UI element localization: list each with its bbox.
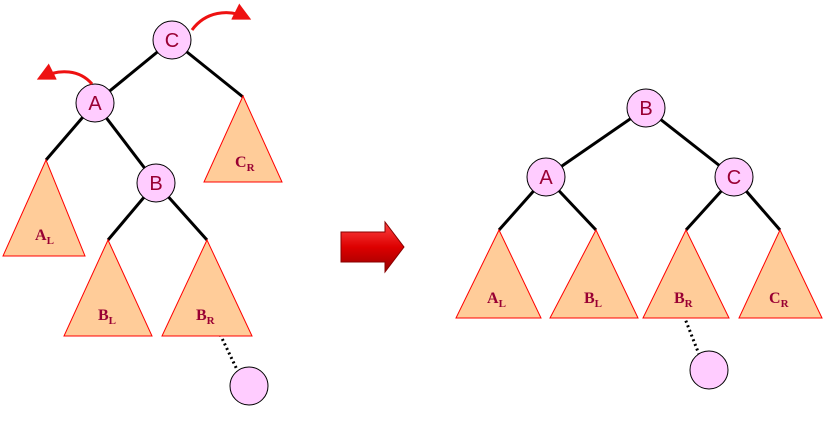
rotate-right-arrow-icon [190,3,252,31]
subtree-al [455,228,542,319]
after-tree: B A C AL BL BR CR [455,88,823,390]
node-c [152,20,192,60]
transition-arrow-icon [340,220,405,274]
subtree-cr-label: CR [235,154,256,174]
node-b [136,163,176,203]
node-c [714,157,754,197]
subtree-bl-label: BL [98,307,116,327]
subtree-br [161,238,253,337]
subtree-bl [63,238,153,337]
edge-b-a [545,106,647,179]
new-node [229,366,269,406]
node-b-label: B [149,173,162,195]
node-c-label: C [165,30,179,52]
dotted-edge-br-new [216,329,243,379]
node-a [526,157,566,197]
node-a-label: A [539,167,553,189]
subtree-br-label: BR [674,290,694,310]
node-a [75,83,115,123]
node-c-label: C [727,167,741,189]
subtree-al-label: AL [35,227,54,247]
before-tree: C A B CR AL BL BR [2,3,283,406]
node-a-label: A [88,93,102,115]
subtree-cr [738,228,823,319]
subtree-bl [549,228,639,319]
subtree-bl-label: BL [584,290,602,310]
subtree-cr-label: CR [769,290,790,310]
subtree-br [642,228,730,319]
subtree-al [2,158,86,257]
subtree-cr [203,94,283,183]
new-node [689,350,729,390]
node-b-label: B [639,98,652,120]
subtree-br-label: BR [196,307,216,327]
node-b [626,88,666,128]
subtree-al-label: AL [487,290,506,310]
rotate-left-arrow-icon [36,63,94,86]
